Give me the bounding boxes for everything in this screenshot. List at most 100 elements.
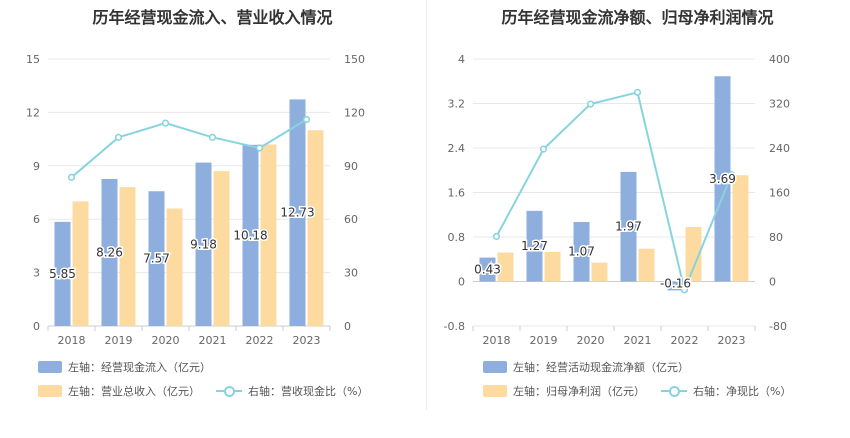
right-data-label: 1.97: [615, 220, 642, 234]
right-axis-tick-label: 90: [344, 160, 358, 173]
right-data-label: 0.43: [474, 263, 501, 277]
legend-item-right-profit[interactable]: 左轴：归母净利润（亿元）: [483, 383, 645, 399]
x-axis-tick-label: 2018: [58, 334, 86, 347]
left-bar-secondary-2022: [260, 144, 277, 326]
left-bar-primary-2019: [101, 178, 118, 326]
left-axis-tick-label: 0.8: [448, 231, 466, 244]
left-line-point-2022: [255, 144, 264, 152]
left-axis-tick-label: 4: [458, 53, 465, 66]
chart-panel-left: 历年经营现金流入、营业收入情况 0 3 6 9 12 15 0 30 60 90 120 150 201…: [26, 8, 384, 399]
x-axis-tick-label: 2023: [293, 334, 321, 347]
right-line-point-2020: [586, 100, 595, 108]
right-bar-primary-2021: [620, 171, 637, 282]
right-axis-tick-label: 80: [769, 231, 783, 244]
legend-item-left-inflow[interactable]: 左轴：经营现金流入（亿元）: [38, 359, 211, 375]
left-axis-tick-label: 0: [33, 320, 40, 333]
right-axis-tick-label: 150: [344, 53, 365, 66]
left-axis-tick-label: 12: [26, 106, 40, 119]
x-axis-tick-label: 2018: [483, 334, 511, 347]
right-axis-tick-label: 240: [769, 142, 790, 155]
legend-left-row2: 左轴：营业总收入（亿元） 右轴：营收现金比（%）: [38, 383, 384, 399]
legend-label: 左轴：归母净利润（亿元）: [513, 385, 645, 398]
right-axis-tick-label: 60: [344, 213, 358, 226]
left-axis-tick-label: 3: [33, 267, 40, 280]
right-axis-tick-label: 0: [344, 320, 351, 333]
left-bar-primary-2021: [195, 162, 212, 326]
left-data-label: 12.73: [280, 206, 314, 220]
chart-title-left: 历年经营现金流入、营业收入情况: [92, 8, 333, 27]
right-axis-tick-label: 320: [769, 98, 790, 111]
right-bar-primary-2019: [526, 210, 543, 282]
left-bar-secondary-2018: [72, 201, 89, 326]
left-line-point-2019: [114, 133, 123, 141]
chart-right-plot: -0.8 0 0.8 1.6 2.4 3.2 4 -80 0 80 160 240 320 400 2018…: [444, 53, 790, 347]
left-axis-tick-label: -0.8: [444, 320, 465, 333]
right-line-point-2022: [680, 286, 689, 294]
left-data-label: 5.85: [49, 267, 76, 281]
left-line-point-2020: [161, 119, 170, 127]
right-data-label: 1.27: [521, 239, 548, 253]
left-axis-tick-label: 6: [33, 213, 40, 226]
legend-right-row2: 左轴：归母净利润（亿元） 右轴：净现比（%）: [483, 383, 807, 399]
right-bar-secondary-2018: [497, 252, 514, 282]
x-axis-tick-label: 2023: [718, 334, 746, 347]
panel-divider: [426, 0, 427, 410]
right-bar-secondary-2019: [544, 252, 561, 282]
left-bar-primary-2022: [242, 144, 259, 326]
right-axis-tick-label: -80: [769, 320, 787, 333]
legend-item-left-ratio[interactable]: 右轴：营收现金比（%）: [216, 383, 368, 399]
left-bar-secondary-2021: [213, 171, 230, 326]
left-data-label: 7.57: [143, 252, 170, 266]
left-axis-tick-label: 1.6: [448, 187, 466, 200]
left-line-point-2018: [67, 173, 76, 181]
legend-item-left-revenue[interactable]: 左轴：营业总收入（亿元）: [38, 383, 200, 399]
right-line-point-2019: [539, 145, 548, 153]
right-line-point-2021: [633, 88, 642, 96]
legend-right-row1: 左轴：经营活动现金流净额（亿元）: [483, 359, 705, 375]
right-bar-primary-2018: [479, 257, 496, 282]
x-axis-tick-label: 2022: [246, 334, 274, 347]
left-axis-tick-label: 3.2: [448, 98, 466, 111]
left-bar-secondary-2019: [119, 187, 136, 326]
x-axis-tick-label: 2020: [152, 334, 180, 347]
left-line-series: [70, 118, 308, 179]
left-bar-primary-2023: [289, 99, 306, 326]
chart-panel-right: 历年经营现金流净额、归母净利润情况 -0.8 0 0.8 1.6 2.4 3.2 4 -80 0…: [425, 0, 850, 438]
right-data-label: -0.16: [660, 277, 691, 291]
left-data-label: 9.18: [190, 237, 217, 251]
left-data-label: 8.26: [96, 245, 123, 259]
legend-item-right-netcash[interactable]: 左轴：经营活动现金流净额（亿元）: [483, 359, 689, 375]
left-axis-tick-label: 2.4: [448, 142, 466, 155]
right-bar-primary-2023: [714, 76, 731, 282]
x-axis-tick-label: 2020: [577, 334, 605, 347]
chart-title-right: 历年经营现金流净额、归母净利润情况: [501, 8, 774, 27]
legend-left-row1: 左轴：经营现金流入（亿元）: [38, 359, 227, 375]
right-axis-tick-label: 30: [344, 267, 358, 280]
x-axis-tick-label: 2022: [671, 334, 699, 347]
legend-item-right-ratio[interactable]: 右轴：净现比（%）: [661, 383, 791, 399]
legend-swatch-blue: [38, 361, 62, 373]
right-bar-secondary-2023: [732, 175, 749, 282]
left-bar-primary-2018: [54, 221, 71, 326]
x-axis-tick-label: 2021: [624, 334, 652, 347]
legend-line-icon: [216, 385, 242, 397]
x-axis-tick-label: 2019: [530, 334, 558, 347]
left-line-point-2021: [208, 133, 217, 141]
right-axis-tick-label: 0: [769, 276, 776, 289]
right-bar-primary-2020: [573, 221, 590, 282]
legend-label: 右轴：营收现金比（%）: [248, 385, 369, 398]
legend-swatch-blue: [483, 361, 507, 373]
left-bar-secondary-2020: [166, 208, 183, 326]
right-line-point-2023: [727, 171, 736, 179]
right-data-label: 3.69: [709, 172, 736, 186]
legend-line-icon: [661, 385, 687, 397]
legend-label: 右轴：净现比（%）: [693, 385, 792, 398]
right-bar-secondary-2021: [638, 248, 655, 282]
x-axis-tick-label: 2019: [105, 334, 133, 347]
legend-label: 左轴：经营活动现金流净额（亿元）: [513, 361, 689, 374]
right-axis-tick-label: 160: [769, 187, 790, 200]
legend-swatch-yellow: [38, 385, 62, 397]
left-bar-secondary-2023: [307, 130, 324, 326]
x-axis-tick-label: 2021: [199, 334, 227, 347]
